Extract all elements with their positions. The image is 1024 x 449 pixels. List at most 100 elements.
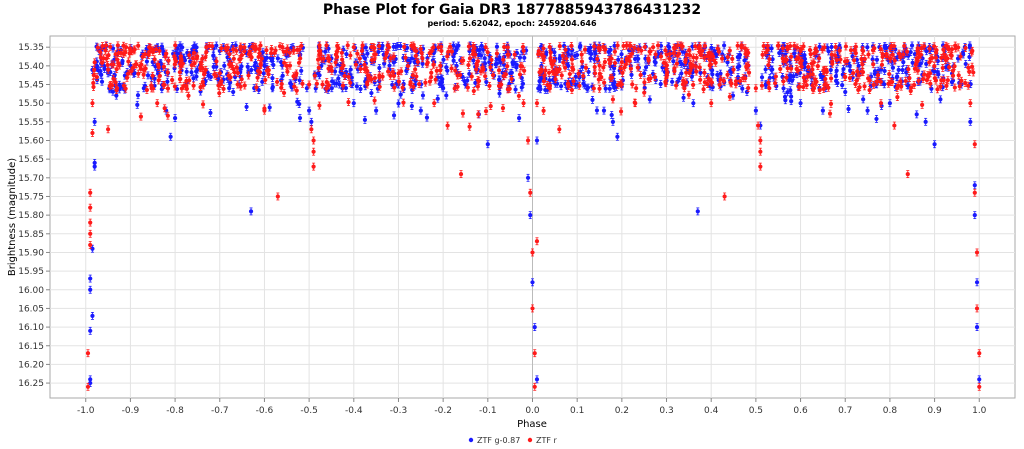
data-point: [345, 41, 350, 50]
data-point: [358, 65, 363, 73]
data-point: [753, 106, 758, 115]
data-point: [647, 47, 652, 56]
data-point: [101, 54, 106, 63]
data-point: [781, 77, 786, 86]
data-point: [246, 50, 252, 59]
data-point: [856, 71, 862, 80]
x-tick-label: 0.0: [525, 406, 540, 416]
data-point: [740, 84, 745, 93]
data-point: [615, 132, 620, 141]
data-point: [505, 62, 510, 71]
data-point: [400, 83, 405, 92]
data-point: [98, 70, 104, 79]
data-point: [914, 110, 919, 119]
data-point: [512, 50, 517, 59]
data-point: [147, 43, 152, 52]
y-tick-label: 15.85: [18, 230, 44, 240]
data-point: [828, 100, 834, 108]
x-tick-label: 0.3: [659, 406, 673, 416]
data-point: [469, 72, 474, 81]
data-point: [651, 43, 656, 52]
data-point: [968, 99, 973, 108]
data-point: [377, 42, 382, 50]
data-point: [211, 51, 216, 60]
data-point: [88, 229, 93, 238]
data-point: [912, 81, 917, 89]
data-point: [623, 60, 629, 69]
data-point: [355, 49, 360, 58]
data-point: [408, 80, 413, 89]
data-point: [481, 65, 486, 74]
data-point: [791, 49, 797, 58]
data-point: [173, 41, 178, 50]
data-point: [647, 95, 652, 104]
data-point: [499, 80, 504, 89]
data-point: [862, 82, 867, 91]
data-point: [851, 69, 856, 77]
data-point: [602, 58, 608, 66]
data-point: [532, 349, 537, 358]
data-point: [374, 106, 379, 115]
data-point: [559, 71, 564, 80]
data-point: [135, 100, 140, 109]
data-point: [871, 80, 876, 89]
x-tick-label: -0.9: [122, 406, 140, 416]
data-point: [615, 80, 621, 89]
data-point: [362, 65, 367, 73]
data-point: [156, 63, 161, 71]
data-point: [552, 48, 557, 57]
x-tick-label: 0.6: [793, 406, 808, 416]
data-point: [878, 45, 883, 54]
data-point: [88, 218, 93, 227]
data-point: [758, 162, 763, 171]
data-point: [947, 63, 952, 71]
data-point: [924, 47, 929, 56]
data-point: [882, 67, 887, 75]
data-point: [935, 57, 940, 66]
data-point: [597, 43, 602, 52]
data-point: [684, 68, 689, 77]
data-point: [838, 55, 843, 64]
data-point: [642, 43, 647, 51]
data-point: [466, 42, 472, 51]
data-point: [161, 81, 166, 89]
data-point: [128, 47, 133, 55]
data-point: [806, 63, 811, 71]
data-point: [582, 45, 588, 54]
data-point: [865, 106, 870, 115]
data-point: [557, 125, 562, 134]
data-point: [874, 55, 880, 64]
data-point: [861, 47, 866, 55]
data-point: [135, 91, 141, 100]
data-point: [309, 117, 314, 126]
data-point: [707, 55, 712, 64]
data-point: [449, 64, 454, 73]
data-point: [846, 105, 851, 113]
data-point: [365, 80, 370, 89]
data-point: [375, 84, 380, 93]
data-point: [927, 44, 932, 53]
data-point: [882, 43, 887, 52]
data-point: [100, 42, 105, 50]
data-point: [602, 78, 607, 87]
chart-title: Phase Plot for Gaia DR3 1877885943786431…: [323, 2, 701, 18]
data-point: [940, 64, 945, 72]
data-point: [901, 58, 906, 67]
data-point: [758, 136, 763, 145]
data-point: [221, 84, 226, 93]
data-point: [528, 211, 533, 220]
data-point: [88, 274, 93, 283]
data-point: [843, 73, 848, 81]
data-point: [970, 46, 975, 55]
x-tick-label: 0.4: [704, 406, 719, 416]
data-point: [733, 77, 739, 86]
data-point: [232, 68, 237, 77]
data-point: [157, 72, 162, 80]
x-tick-label: -0.8: [166, 406, 184, 416]
data-point: [184, 82, 189, 91]
data-point: [638, 71, 643, 79]
y-tick-label: 16.25: [18, 379, 44, 389]
data-point: [735, 53, 740, 62]
data-point: [828, 74, 834, 83]
data-point: [458, 71, 463, 79]
